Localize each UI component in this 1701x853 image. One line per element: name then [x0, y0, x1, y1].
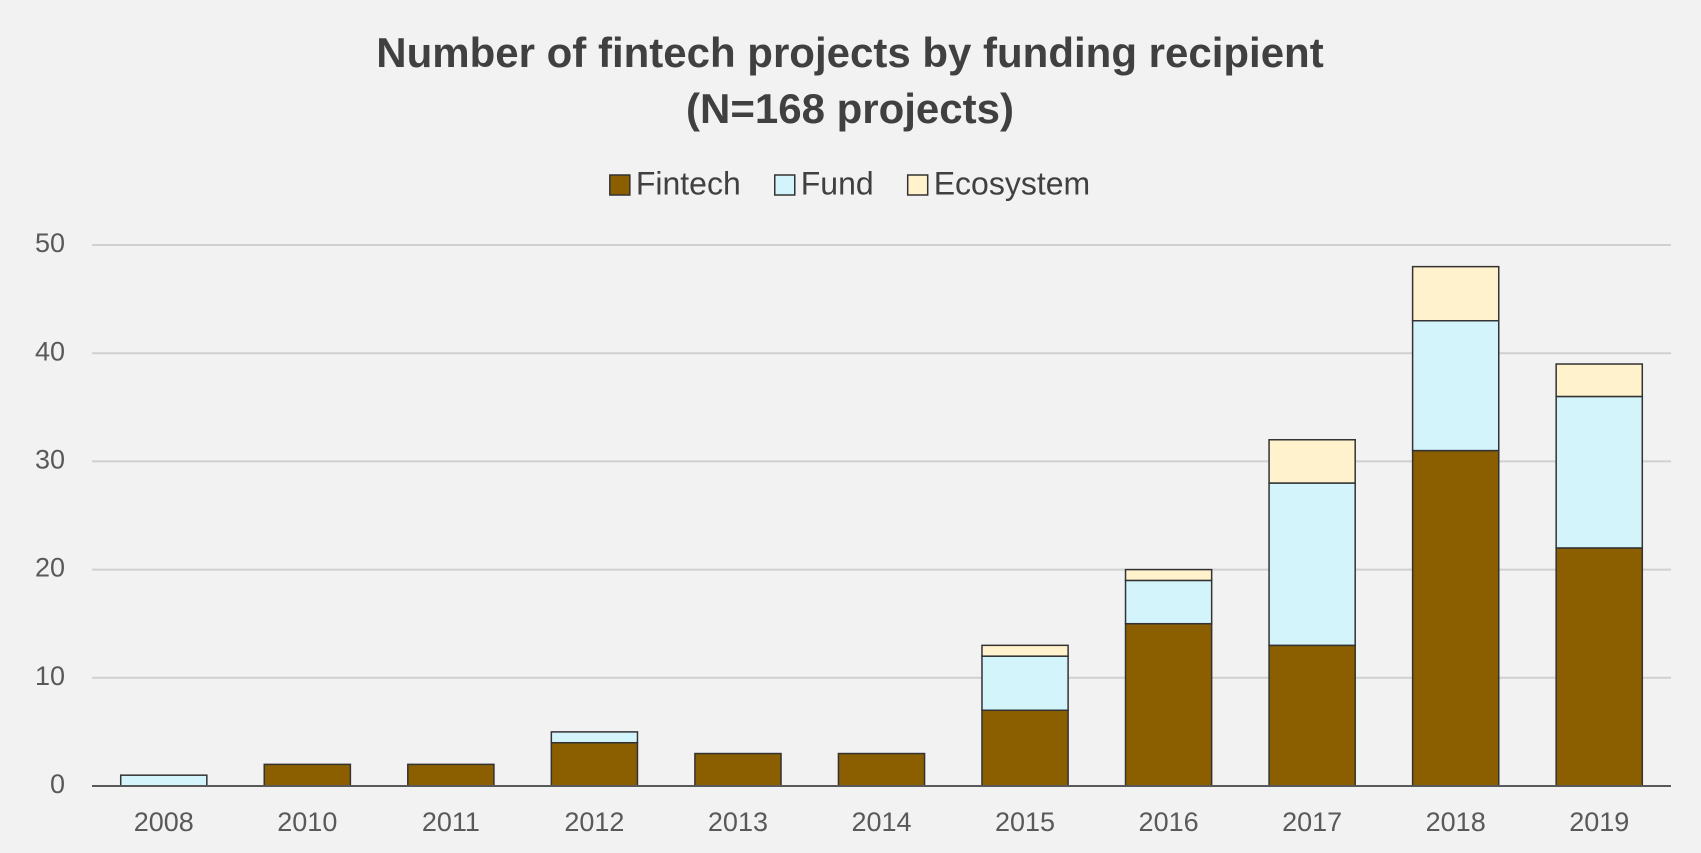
bar-segment: [407, 763, 495, 787]
bar-segment: [981, 709, 1069, 787]
bar-segment: [1124, 568, 1213, 582]
bar-segment: [1124, 579, 1213, 625]
bar-segment: [981, 644, 1069, 657]
bar-segment: [1268, 482, 1356, 647]
bar-segment: [1268, 644, 1356, 787]
bar-segment: [1124, 622, 1213, 787]
bar-segment: [1411, 265, 1500, 322]
bar-segment: [1411, 449, 1500, 787]
bar-segment: [1555, 395, 1644, 549]
x-tick-label: 2016: [1139, 807, 1199, 837]
chart-title: Number of fintech projects by funding re…: [376, 29, 1323, 76]
x-tick-label: 2018: [1426, 807, 1486, 837]
chart-subtitle: (N=168 projects): [686, 85, 1014, 132]
legend-label: Fund: [801, 165, 874, 201]
legend: Fintech Fund Ecosystem: [609, 165, 1090, 201]
x-tick-label: 2019: [1569, 807, 1629, 837]
bar-segment: [1268, 439, 1356, 484]
x-tick-label: 2012: [564, 807, 624, 837]
legend-label: Fintech: [636, 165, 741, 201]
y-tick-label: 40: [35, 336, 65, 366]
x-tick-label: 2014: [851, 807, 911, 837]
bar-segment: [119, 774, 208, 787]
bar-segment: [837, 752, 926, 787]
legend-swatch: [609, 174, 631, 196]
bar-segment: [1555, 363, 1644, 398]
x-tick-label: 2013: [708, 807, 768, 837]
bar-segment: [981, 655, 1069, 712]
legend-label: Ecosystem: [934, 165, 1090, 201]
bar-segment: [1555, 547, 1644, 787]
y-tick-label: 10: [35, 661, 65, 691]
x-tick-label: 2010: [277, 807, 337, 837]
bar-segment: [1411, 319, 1500, 452]
y-tick-label: 0: [50, 769, 65, 799]
legend-swatch: [906, 174, 929, 196]
y-tick-label: 50: [35, 228, 65, 258]
bar-segment: [550, 731, 639, 744]
x-tick-label: 2011: [422, 807, 480, 837]
bar-segment: [694, 752, 782, 787]
x-tick-label: 2017: [1282, 807, 1342, 837]
bar-segment: [263, 763, 352, 787]
legend-swatch: [774, 174, 796, 196]
y-tick-label: 20: [35, 553, 65, 583]
bar-segment: [550, 741, 639, 787]
y-tick-label: 30: [35, 445, 65, 475]
x-tick-label: 2015: [995, 807, 1055, 837]
x-tick-label: 2008: [134, 807, 194, 837]
